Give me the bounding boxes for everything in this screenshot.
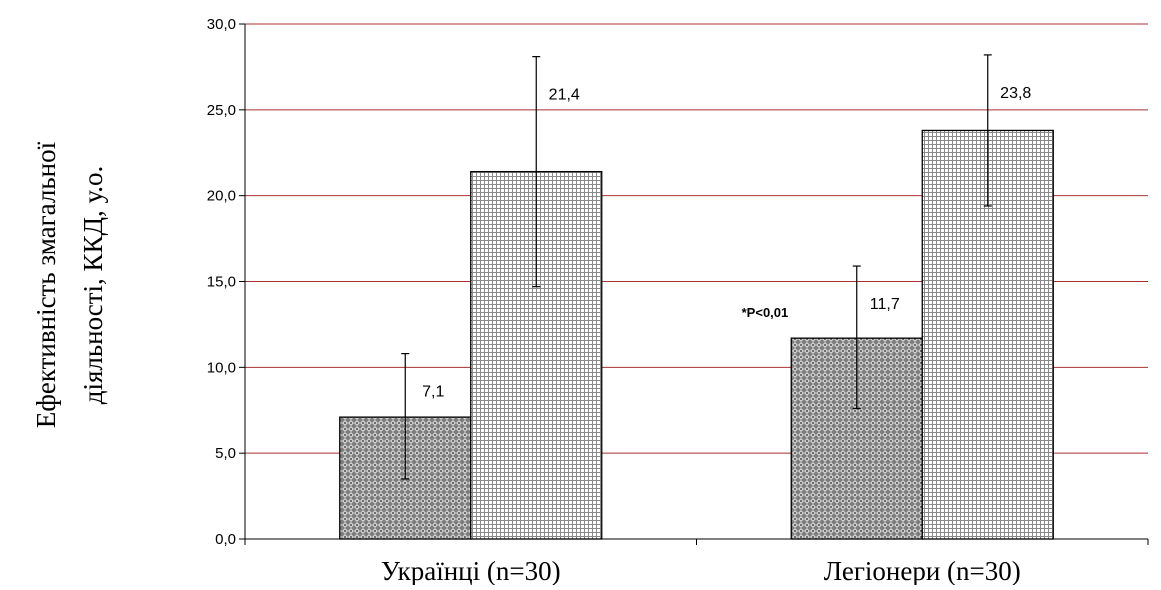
data-label-s0-c1: 11,7 bbox=[870, 296, 900, 313]
x-tick-label-1: Легіонери (n=30) bbox=[824, 556, 1021, 585]
y-tick-label-0: 0,0 bbox=[215, 531, 236, 548]
y-axis-label-line-2: діяльності, ККД, у.о. bbox=[78, 166, 108, 405]
y-tick-label-3: 15,0 bbox=[207, 274, 236, 291]
data-label-s0-c0: 7,1 bbox=[422, 384, 444, 401]
y-tick-label-1: 5,0 bbox=[215, 445, 236, 462]
significance-annotation: *P<0,01 bbox=[742, 305, 789, 320]
data-label-s1-c1: 23,8 bbox=[1000, 85, 1031, 102]
axes bbox=[239, 23, 1149, 545]
bars bbox=[339, 54, 1054, 540]
y-tick-label-6: 30,0 bbox=[207, 16, 236, 33]
x-tick-label-0: Українці (n=30) bbox=[381, 556, 561, 585]
y-tick-label-2: 10,0 bbox=[207, 359, 236, 376]
data-label-s1-c0: 21,4 bbox=[549, 87, 580, 104]
y-axis-label: Ефективність змагальної діяльності, ККД,… bbox=[31, 141, 108, 428]
y-axis-label-line-1: Ефективність змагальної bbox=[31, 141, 61, 428]
y-tick-label-4: 20,0 bbox=[207, 188, 236, 205]
labels: 7,1 11,7 *P<0,01 21,4 23,8 Українці (n=30) Лег… bbox=[207, 16, 1032, 586]
y-tick-label-5: 25,0 bbox=[207, 102, 236, 119]
